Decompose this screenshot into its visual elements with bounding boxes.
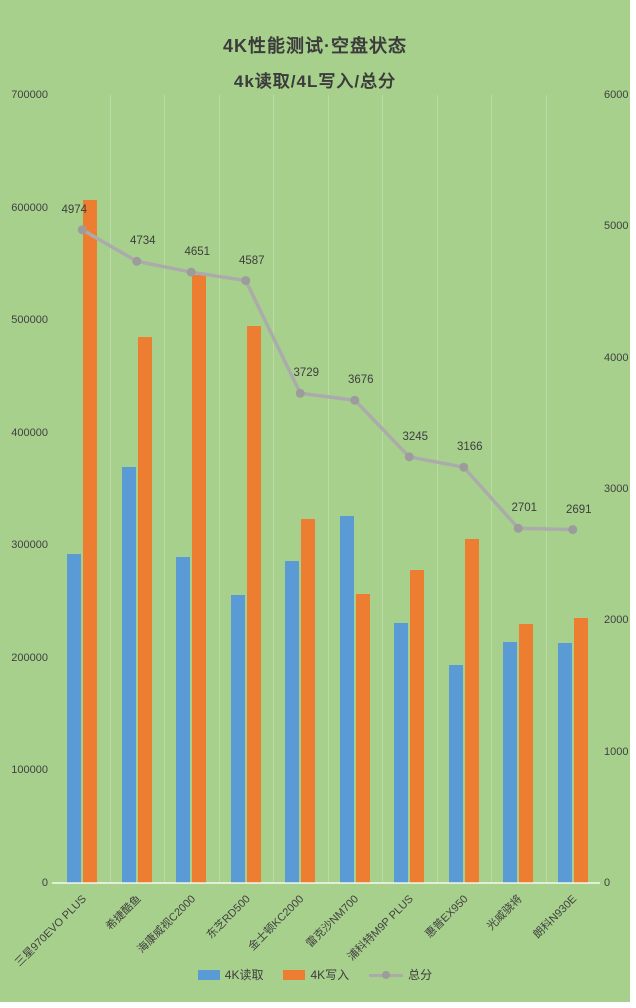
bar-4k-write	[355, 593, 370, 883]
score-marker	[241, 276, 251, 286]
category-gridline	[218, 95, 220, 883]
score-marker	[295, 388, 305, 398]
bar-4k-write	[410, 570, 425, 883]
score-value-label: 3166	[456, 441, 483, 454]
legend-line-marker	[382, 970, 391, 979]
bar-4k-write	[301, 519, 316, 883]
score-value-label: 2691	[565, 503, 592, 516]
score-marker	[186, 267, 196, 277]
bar-4k-read	[67, 554, 82, 883]
score-value-label: 4734	[129, 235, 156, 248]
category-gridline	[164, 95, 165, 883]
score-marker	[404, 452, 414, 462]
legend-item-score: 总分	[369, 966, 432, 983]
bar-4k-write	[464, 538, 479, 883]
score-value-label: 3676	[347, 374, 374, 387]
category-label: 金士顿KC2000	[246, 893, 307, 954]
category-gridline	[327, 95, 329, 883]
score-marker	[568, 525, 578, 535]
score-value-label: 3245	[402, 430, 429, 443]
legend-label: 4K读取	[224, 968, 264, 982]
chart-subtitle: 4k读取/4L写入/总分	[233, 72, 397, 91]
legend-item-read: 4K读取	[197, 966, 264, 983]
bar-4k-read	[394, 622, 409, 883]
right-axis-tick-label: 4000	[604, 351, 629, 364]
category-gridline	[491, 95, 492, 883]
left-axis-tick-label: 0	[41, 877, 48, 889]
right-axis-tick-label: 5000	[604, 220, 629, 233]
score-value-label: 3729	[293, 367, 320, 380]
legend-line-icon	[369, 970, 404, 980]
score-line	[77, 225, 578, 535]
right-axis-tick-label: 6000	[604, 89, 629, 101]
score-marker	[77, 225, 87, 235]
legend-item-write: 4K写入	[283, 966, 349, 983]
bar-4k-write	[137, 337, 152, 883]
score-value-label: 2701	[511, 502, 538, 515]
category-label: 东芝RD500	[204, 893, 253, 942]
score-marker	[459, 462, 469, 472]
category-label: 希捷酷鱼	[103, 893, 144, 933]
bar-4k-read	[176, 556, 191, 883]
score-value-label: 4587	[238, 254, 265, 267]
right-axis-tick-label: 0	[604, 877, 611, 889]
category-gridline	[436, 95, 438, 883]
bar-4k-read	[557, 643, 572, 883]
left-axis-tick-label: 200000	[11, 651, 48, 664]
category-gridline	[382, 95, 383, 883]
right-axis-tick-label: 2000	[604, 614, 629, 627]
bar-4k-read	[285, 561, 300, 883]
left-axis-tick-label: 400000	[11, 426, 48, 439]
category-label: 朗科N930E	[531, 893, 580, 941]
category-label: 三星970EVO PLUS	[12, 893, 89, 970]
left-axis-tick-label: 100000	[11, 764, 48, 777]
bar-4k-read	[121, 466, 136, 883]
left-axis-tick-label: 300000	[11, 539, 48, 552]
legend-swatch-icon	[197, 969, 220, 980]
legend: 4K读取 4K写入 总分	[0, 966, 630, 983]
chart-title: 4K性能测试·空盘状态	[222, 36, 407, 56]
score-value-label: 4974	[61, 203, 88, 216]
legend-label: 总分	[408, 968, 433, 982]
score-value-label: 4651	[184, 246, 211, 259]
bar-4k-write	[83, 199, 98, 883]
right-axis-tick-label: 3000	[604, 483, 629, 495]
category-gridline	[273, 95, 274, 883]
category-gridline	[109, 95, 111, 883]
legend-label: 4K写入	[310, 968, 350, 982]
category-label: 光威骁将	[485, 893, 525, 933]
score-polyline	[81, 228, 573, 532]
left-axis-tick-label: 700000	[11, 89, 48, 101]
x-axis-line	[52, 882, 600, 884]
category-label: 惠普EX950	[422, 893, 471, 941]
score-marker	[350, 395, 360, 405]
bar-4k-write	[573, 618, 588, 883]
plot-area	[55, 95, 600, 883]
right-axis-tick-label: 1000	[604, 745, 629, 758]
bar-4k-read	[503, 642, 518, 883]
bar-4k-read	[339, 516, 354, 883]
score-marker	[513, 523, 523, 533]
left-axis-tick-label: 600000	[11, 201, 48, 214]
bar-4k-write	[519, 624, 534, 883]
legend-swatch-icon	[283, 969, 306, 980]
bar-4k-write	[192, 275, 207, 883]
bar-4k-read	[448, 664, 463, 883]
category-gridline	[545, 95, 547, 883]
bar-4k-read	[230, 594, 245, 883]
score-marker	[132, 256, 142, 266]
bar-4k-write	[246, 325, 261, 883]
left-axis-tick-label: 500000	[11, 314, 48, 327]
